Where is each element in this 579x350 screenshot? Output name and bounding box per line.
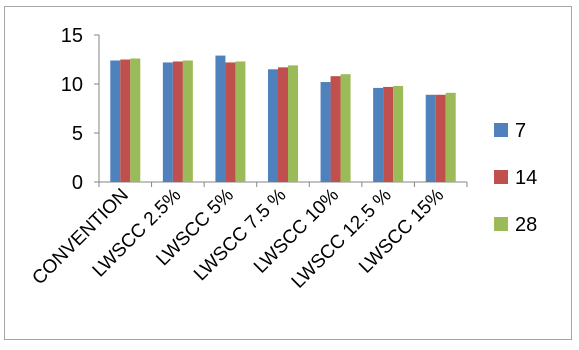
bar-series-14-1 [172, 61, 183, 182]
bar-series-7-5 [373, 87, 384, 182]
legend-swatch-14 [494, 170, 508, 184]
legend-label: 14 [515, 167, 537, 189]
legend: 7 14 28 [494, 120, 537, 236]
y-tick-label: 0 [72, 172, 83, 194]
bar-series-28-6 [445, 92, 456, 182]
bar-series-7-6 [425, 94, 436, 182]
legend-swatch-7 [494, 123, 508, 137]
bar-series-14-2 [225, 62, 236, 182]
y-tick-label: 15 [61, 25, 83, 47]
bar-series-28-3 [288, 65, 298, 182]
bar-series-28-0 [130, 58, 141, 182]
bar-series-14-6 [435, 94, 446, 182]
bar-series-28-5 [393, 85, 404, 182]
bar-series-14-4 [330, 76, 341, 182]
y-tick-label: 10 [61, 74, 83, 96]
bar-series-28-4 [340, 74, 351, 182]
bar-series-28-2 [235, 61, 246, 182]
bar-series-7-2 [215, 55, 226, 182]
bar-series-7-3 [268, 69, 278, 182]
legend-label: 28 [515, 214, 537, 236]
x-category-label: LWSCC 7.5 % [190, 185, 291, 286]
bar-series-14-5 [383, 86, 394, 182]
bars [110, 55, 456, 183]
bar-series-7-1 [162, 62, 173, 182]
bar-series-28-1 [182, 60, 193, 183]
y-tick-label: 5 [72, 123, 83, 145]
bar-series-14-3 [278, 67, 288, 182]
bar-series-7-4 [320, 82, 331, 182]
bar-series-14-0 [120, 59, 131, 182]
y-tick-labels: 0 5 10 15 [61, 25, 83, 194]
legend-label: 7 [515, 120, 526, 142]
bar-series-7-0 [110, 60, 121, 183]
legend-swatch-28 [494, 217, 508, 231]
